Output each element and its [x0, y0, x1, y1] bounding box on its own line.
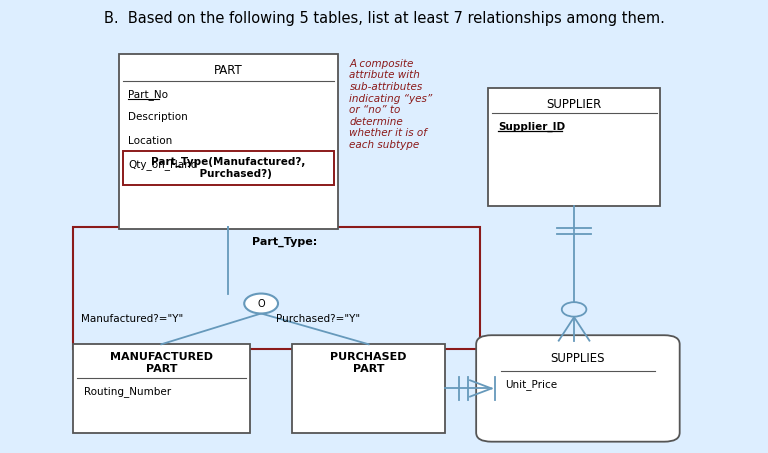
Circle shape — [244, 294, 278, 313]
Text: MANUFACTURED
PART: MANUFACTURED PART — [110, 352, 213, 374]
Text: SUPPLIER: SUPPLIER — [547, 98, 601, 111]
FancyBboxPatch shape — [476, 335, 680, 442]
FancyBboxPatch shape — [73, 226, 480, 349]
FancyBboxPatch shape — [123, 151, 334, 185]
Text: PURCHASED
PART: PURCHASED PART — [330, 352, 407, 374]
Text: Part_Type(Manufactured?,
    Purchased?): Part_Type(Manufactured?, Purchased?) — [151, 157, 306, 178]
Text: Description: Description — [128, 112, 188, 122]
Text: Routing_Number: Routing_Number — [84, 386, 170, 397]
FancyBboxPatch shape — [73, 344, 250, 433]
Text: Manufactured?="Y": Manufactured?="Y" — [81, 314, 183, 324]
FancyBboxPatch shape — [119, 54, 338, 229]
FancyBboxPatch shape — [488, 88, 660, 206]
Text: Part_Type:: Part_Type: — [252, 236, 317, 247]
Text: A composite
attribute with
sub-attributes
indicating “yes”
or “no” to
determine
: A composite attribute with sub-attribute… — [349, 59, 432, 150]
Text: Location: Location — [128, 136, 173, 146]
Text: Supplier_ID: Supplier_ID — [498, 121, 565, 132]
Text: Part_No: Part_No — [128, 89, 168, 100]
Text: SUPPLIES: SUPPLIES — [551, 352, 605, 366]
Text: Purchased?="Y": Purchased?="Y" — [276, 314, 361, 324]
Text: PART: PART — [214, 64, 243, 77]
Text: B.  Based on the following 5 tables, list at least 7 relationships among them.: B. Based on the following 5 tables, list… — [104, 11, 664, 26]
FancyBboxPatch shape — [292, 344, 445, 433]
Text: Unit_Price: Unit_Price — [505, 379, 558, 390]
Circle shape — [562, 302, 587, 317]
Text: Qty_on_Hand: Qty_on_Hand — [128, 159, 197, 170]
Text: O: O — [257, 299, 265, 308]
